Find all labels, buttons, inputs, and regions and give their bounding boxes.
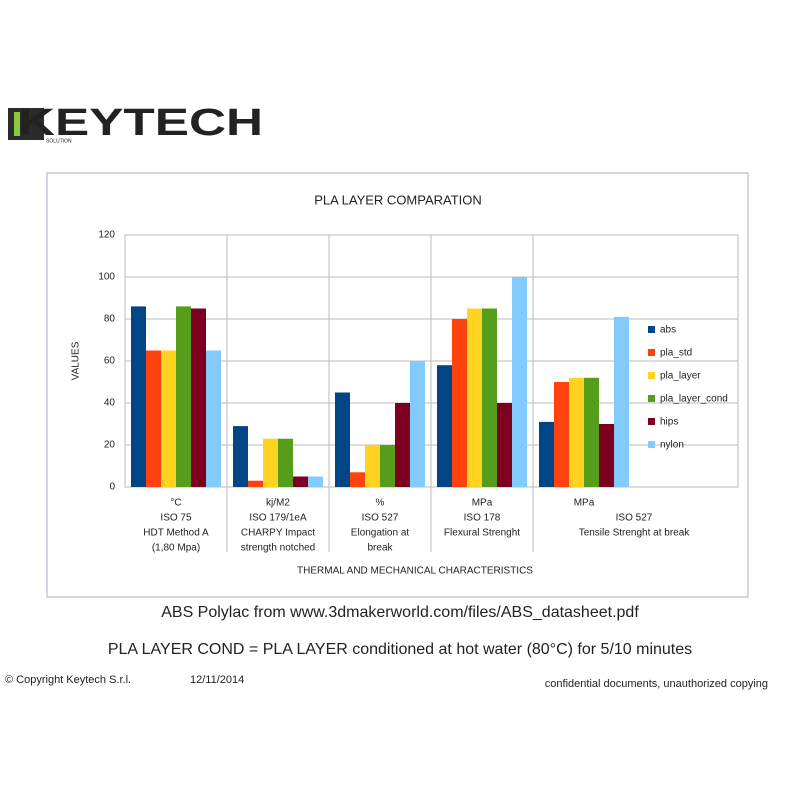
bar bbox=[395, 403, 410, 487]
x-tick-label: break bbox=[367, 543, 393, 554]
date: 12/11/2014 bbox=[190, 674, 244, 686]
y-tick-label: 20 bbox=[104, 440, 116, 451]
bar bbox=[176, 306, 191, 487]
bar bbox=[248, 480, 263, 487]
caption: ABS Polylac from www.3dmakerworld.com/fi… bbox=[161, 604, 639, 621]
x-tick-label: % bbox=[376, 498, 385, 509]
logo-text: KEYTECH bbox=[18, 102, 263, 144]
legend-swatch bbox=[648, 395, 655, 402]
x-tick-label: MPa bbox=[472, 498, 493, 509]
legend-label: pla_layer bbox=[660, 371, 701, 382]
y-tick-label: 0 bbox=[109, 482, 115, 493]
bar bbox=[452, 319, 467, 487]
y-tick-label: 120 bbox=[98, 230, 115, 241]
y-tick-label: 40 bbox=[104, 398, 116, 409]
x-tick-label: ISO 527 bbox=[616, 513, 653, 524]
copyright: © Copyright Keytech S.r.l. bbox=[5, 674, 131, 686]
bar bbox=[131, 306, 146, 487]
bar bbox=[497, 403, 512, 487]
bar bbox=[263, 438, 278, 487]
chart-frame bbox=[46, 172, 749, 598]
bar bbox=[512, 277, 527, 487]
y-axis-title: VALUES bbox=[71, 341, 82, 380]
bar bbox=[350, 472, 365, 487]
x-tick-label: ISO 527 bbox=[362, 513, 399, 524]
bar bbox=[191, 308, 206, 487]
legend-label: nylon bbox=[660, 440, 684, 451]
caption: PLA LAYER COND = PLA LAYER conditioned a… bbox=[108, 641, 692, 658]
bar bbox=[599, 424, 614, 487]
notice: confidential documents, unauthorized cop… bbox=[545, 678, 768, 690]
legend-swatch bbox=[648, 372, 655, 379]
legend-label: hips bbox=[660, 417, 678, 428]
x-tick-label: ISO 75 bbox=[160, 513, 192, 524]
bar bbox=[584, 377, 599, 487]
chart-title: PLA LAYER COMPARATION bbox=[314, 192, 482, 207]
bar bbox=[308, 476, 323, 487]
legend-swatch bbox=[648, 418, 655, 425]
x-tick-label: ISO 179/1eA bbox=[249, 513, 307, 524]
x-tick-label: CHARPY Impact bbox=[241, 528, 316, 539]
x-tick-label: HDT Method A bbox=[143, 528, 209, 539]
legend-swatch bbox=[648, 441, 655, 448]
bar bbox=[233, 426, 248, 487]
y-tick-label: 80 bbox=[104, 314, 116, 325]
x-tick-label: strength notched bbox=[241, 543, 316, 554]
y-tick-label: 60 bbox=[104, 356, 116, 367]
bar bbox=[293, 476, 308, 487]
bar bbox=[482, 308, 497, 487]
x-tick-label: °C bbox=[170, 498, 181, 509]
bar bbox=[614, 316, 629, 487]
bar bbox=[539, 421, 554, 487]
x-tick-label: Elongation at bbox=[351, 528, 410, 539]
bar bbox=[569, 377, 584, 487]
bar bbox=[380, 445, 395, 487]
legend-label: pla_layer_cond bbox=[660, 394, 728, 405]
legend-label: pla_std bbox=[660, 348, 692, 359]
bar bbox=[554, 382, 569, 487]
bar bbox=[146, 350, 161, 487]
x-tick-label: (1,80 Mpa) bbox=[152, 543, 200, 554]
x-tick-label: kj/M2 bbox=[266, 498, 290, 509]
logo-tagline: SOLUTION bbox=[46, 138, 72, 144]
bar bbox=[161, 350, 176, 487]
x-tick-label: Tensile Strenght at break bbox=[579, 528, 691, 539]
bar bbox=[410, 361, 425, 487]
legend-swatch bbox=[648, 326, 655, 333]
x-tick-label: MPa bbox=[574, 498, 595, 509]
legend-label: abs bbox=[660, 325, 676, 336]
bar bbox=[206, 350, 221, 487]
bar bbox=[365, 445, 380, 487]
x-axis-title: THERMAL AND MECHANICAL CHARACTERISTICS bbox=[297, 566, 533, 577]
x-tick-label: ISO 178 bbox=[464, 513, 501, 524]
y-tick-label: 100 bbox=[98, 272, 115, 283]
bar bbox=[437, 365, 452, 487]
bar bbox=[467, 308, 482, 487]
legend-swatch bbox=[648, 349, 655, 356]
bar bbox=[335, 392, 350, 487]
bar bbox=[278, 438, 293, 487]
x-tick-label: Flexural Strenght bbox=[444, 528, 520, 539]
logo-accent bbox=[14, 112, 20, 136]
